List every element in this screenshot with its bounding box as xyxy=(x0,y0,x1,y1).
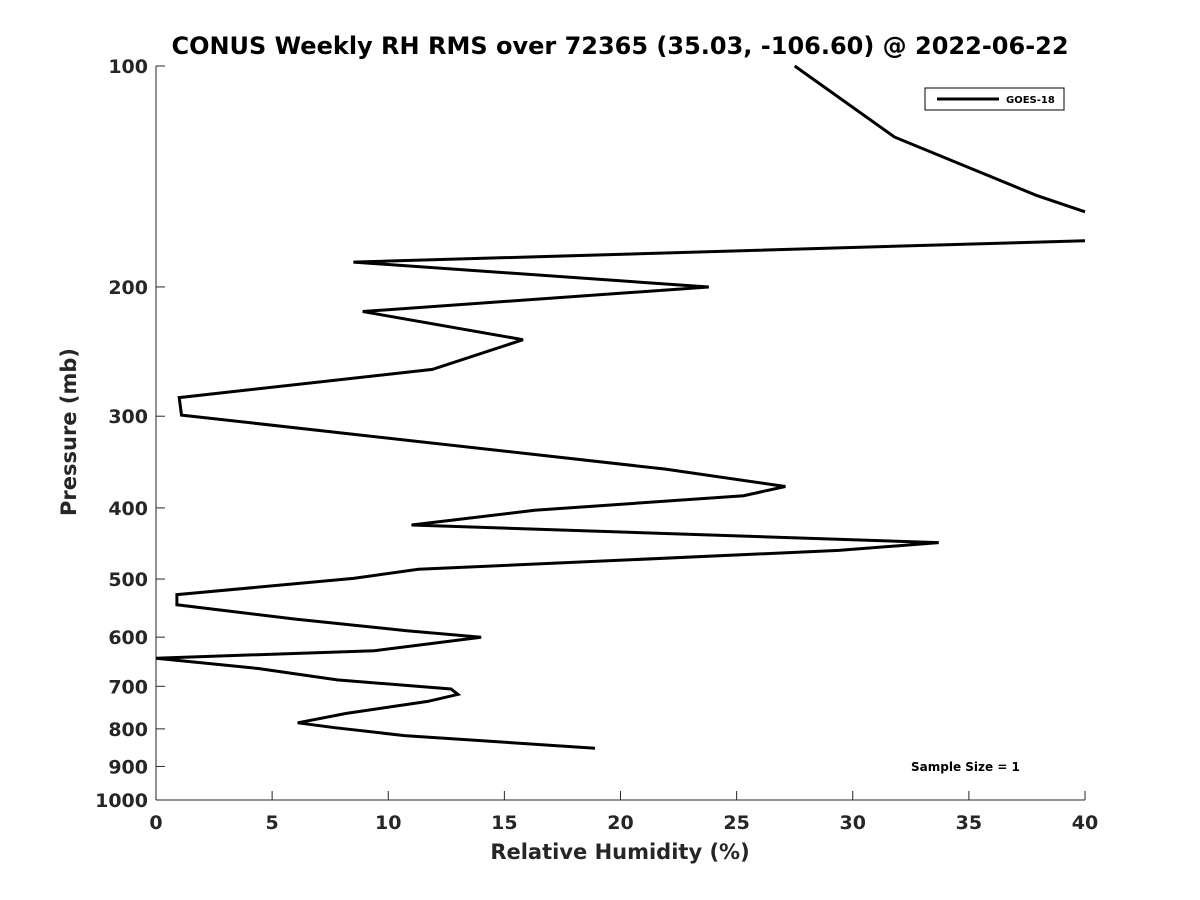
y-tick-label: 300 xyxy=(108,406,148,428)
y-tick-label: 1000 xyxy=(95,790,148,812)
chart-title: CONUS Weekly RH RMS over 72365 (35.03, -… xyxy=(171,32,1068,60)
x-tick-label: 20 xyxy=(607,812,633,834)
legend-label: GOES-18 xyxy=(1006,95,1055,106)
series-line-goes-18 xyxy=(155,64,1086,750)
x-tick-label: 0 xyxy=(149,812,162,834)
x-tick-label: 10 xyxy=(375,812,401,834)
y-tick-label: 800 xyxy=(108,719,148,741)
y-axis-ticks: 100 200 300 400 500 600 700 800 900 1000 xyxy=(95,56,165,812)
x-tick-label: 5 xyxy=(266,812,279,834)
x-tick-label: 30 xyxy=(840,812,866,834)
legend: GOES-18 xyxy=(924,87,1065,111)
sample-size-annotation: Sample Size = 1 xyxy=(911,760,1020,774)
x-axis-label: Relative Humidity (%) xyxy=(490,840,749,864)
y-tick-label: 100 xyxy=(108,56,148,78)
x-tick-label: 40 xyxy=(1072,812,1098,834)
y-tick-label: 600 xyxy=(108,627,148,649)
y-tick-label: 500 xyxy=(108,569,148,591)
series-layer xyxy=(155,64,1086,750)
y-tick-label: 200 xyxy=(108,277,148,299)
y-tick-label: 900 xyxy=(108,756,148,778)
x-tick-label: 35 xyxy=(956,812,982,834)
x-tick-label: 15 xyxy=(491,812,517,834)
x-axis-ticks: 0 5 10 15 20 25 30 35 40 xyxy=(149,791,1098,834)
y-tick-label: 400 xyxy=(108,498,148,520)
x-tick-label: 25 xyxy=(723,812,749,834)
y-tick-label: 700 xyxy=(108,676,148,698)
y-axis-label: Pressure (mb) xyxy=(57,348,81,516)
